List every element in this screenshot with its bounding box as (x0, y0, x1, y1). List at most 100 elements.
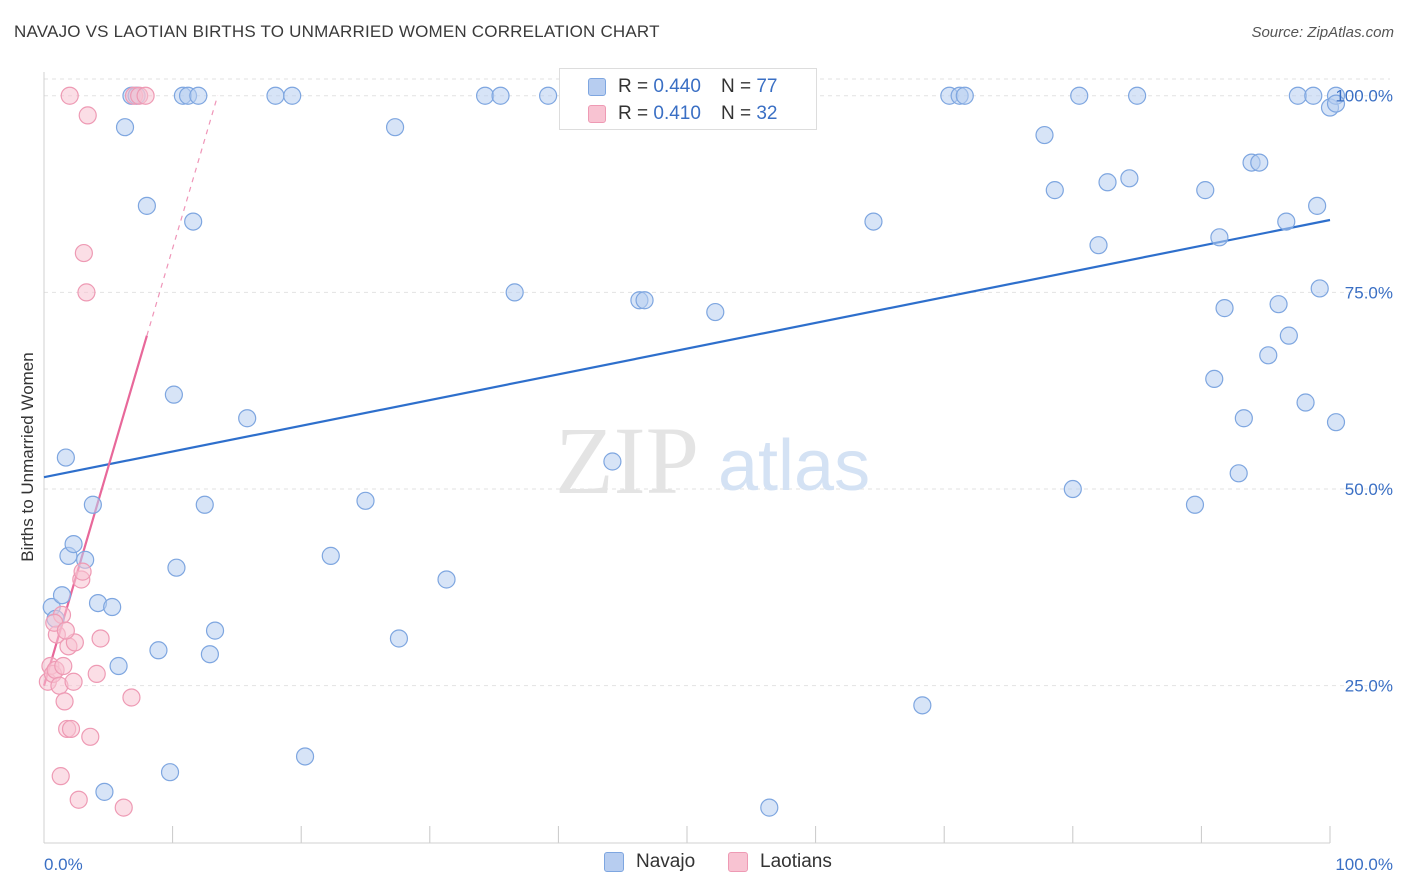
navajo-point (913, 696, 932, 715)
series-legend: Navajo Laotians (0, 851, 1406, 877)
laotian-point (64, 672, 83, 691)
navajo-point (1127, 86, 1147, 105)
navajo-point (52, 586, 72, 605)
legend-row-navajo: R = 0.440 N = 77 (588, 75, 777, 99)
legend-item-navajo[interactable]: Navajo (604, 851, 695, 873)
navajo-point (385, 118, 405, 137)
navajo-point (64, 534, 83, 554)
navajo-point (955, 86, 974, 105)
navajo-point (505, 283, 524, 302)
navajo-point (1277, 212, 1296, 231)
navajo-point (160, 763, 180, 782)
navajo-point (1185, 495, 1205, 514)
navajo-point (149, 641, 168, 660)
laotian-point (136, 86, 155, 105)
navajo-point (1234, 409, 1253, 428)
navajo-point (1089, 236, 1108, 255)
navajo-point (1250, 153, 1269, 172)
navajo-point (1279, 326, 1298, 345)
y-axis-title: Births to Unmarried Women (18, 352, 37, 561)
navajo-point (266, 86, 285, 105)
navajo-point (356, 491, 375, 510)
navajo-point (103, 597, 122, 617)
laotian-point (114, 798, 133, 817)
navajo-point (200, 645, 219, 664)
navajo-point (1326, 413, 1346, 432)
navajo-n-value: 77 (756, 76, 778, 97)
navajo-point (1070, 86, 1089, 105)
laotian-swatch (588, 105, 606, 123)
navajo-point (1045, 181, 1064, 200)
x-tick-label: 100.0% (1335, 855, 1393, 874)
navajo-swatch (588, 78, 606, 96)
navajo-point (83, 495, 102, 514)
navajo-n-label: N = (720, 76, 752, 97)
legend-row-laotian: R = 0.410 N = 32 (588, 102, 777, 126)
navajo-point (1310, 279, 1329, 298)
navajo-point (760, 798, 779, 817)
navajo-point (864, 212, 883, 231)
laotian-r-label: R = (618, 103, 649, 124)
navajo-point (1210, 228, 1229, 247)
laotian-n-value: 32 (756, 103, 778, 124)
watermark-atlas: atlas (718, 426, 870, 506)
navajo-point (603, 452, 622, 471)
navajo-point (56, 448, 75, 467)
navajo-point (1196, 181, 1215, 200)
navajo-point (1304, 86, 1323, 105)
navajo-point (1098, 173, 1117, 192)
laotian-r-value: 0.410 (653, 103, 701, 124)
laotian-point (54, 656, 73, 676)
laotian-trend-extension (146, 95, 219, 336)
navajo-point (1229, 464, 1248, 483)
tick-labels: 25.0% 50.0% 75.0% 100.0% 0.0% 100.0% (44, 87, 1393, 874)
laotian-point (60, 86, 79, 105)
y-tick-label: 25.0% (1345, 677, 1393, 696)
navajo-point (1063, 479, 1082, 499)
navajo-point (184, 212, 203, 231)
laotian-point (91, 629, 110, 648)
navajo-r-value: 0.440 (653, 76, 701, 97)
navajo-point (1296, 393, 1315, 412)
navajo-legend-label: Navajo (636, 851, 696, 872)
navajo-point (475, 86, 495, 105)
laotian-point (56, 621, 75, 640)
trend-layer (42, 95, 1331, 686)
navajo-point (1215, 299, 1234, 318)
navajo-point (389, 629, 409, 648)
watermark-zip: ZIP (555, 407, 699, 514)
navajo-point (115, 118, 135, 137)
stats-legend: R = 0.440 N = 77 R = 0.410 N = 32 (559, 68, 817, 130)
navajo-point (164, 385, 183, 404)
laotian-point (74, 243, 93, 263)
navajo-point (1308, 196, 1327, 215)
navajo-point (1269, 295, 1288, 314)
laotian-point (51, 767, 70, 786)
navajo-point (1120, 169, 1139, 188)
navajo-point (189, 86, 208, 105)
navajo-points (42, 86, 1346, 817)
navajo-legend-swatch (604, 852, 624, 872)
x-tick-label: 0.0% (44, 855, 83, 874)
navajo-point (1326, 94, 1346, 113)
navajo-point (635, 291, 654, 310)
laotian-legend-swatch (728, 852, 748, 872)
laotian-point (77, 283, 96, 302)
laotian-point (122, 688, 141, 707)
navajo-point (167, 558, 186, 577)
navajo-point (195, 495, 214, 514)
laotian-legend-label: Laotians (760, 851, 832, 872)
navajo-point (95, 782, 114, 801)
navajo-point (1035, 125, 1054, 145)
chart-title: NAVAJO VS LAOTIAN BIRTHS TO UNMARRIED WO… (14, 22, 660, 41)
axis-layer (43, 72, 1330, 844)
grid-layer (43, 78, 1390, 843)
laotian-point (61, 719, 81, 739)
watermark: ZIP atlas (555, 407, 870, 514)
laotian-n-label: N = (720, 103, 752, 124)
navajo-point (491, 86, 510, 105)
y-tick-label: 100.0% (1335, 87, 1393, 106)
navajo-point (539, 86, 558, 105)
navajo-point (706, 302, 725, 322)
legend-item-laotian[interactable]: Laotians (728, 851, 832, 873)
